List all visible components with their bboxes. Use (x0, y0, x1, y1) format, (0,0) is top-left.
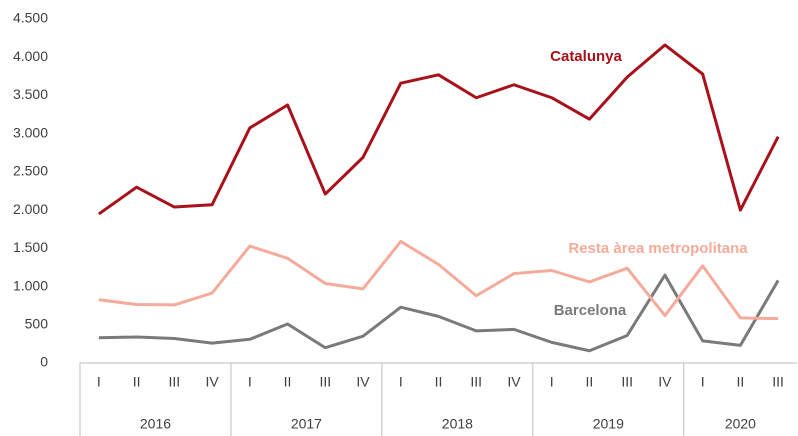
y-tick-label: 0 (40, 354, 48, 370)
series-line (98, 239, 779, 321)
x-group-label: 2020 (725, 416, 756, 432)
series-label: Catalunya (550, 48, 622, 65)
x-tick-label: II (133, 374, 141, 390)
series-label: Barcelona (554, 302, 627, 319)
y-tick-label: 2.500 (13, 163, 48, 179)
x-group-label: 2019 (593, 416, 624, 432)
y-tick-label: 1.000 (13, 277, 48, 293)
y-tick-label: 3.500 (13, 86, 48, 102)
x-tick-label: I (701, 374, 705, 390)
series-line (98, 273, 780, 353)
x-tick-label: IV (507, 374, 521, 390)
y-tick-label: 4.000 (13, 48, 48, 64)
x-tick-label: III (772, 374, 784, 390)
x-tick-label: I (248, 374, 252, 390)
series-label: Resta àrea metropolitana (568, 240, 748, 257)
y-tick-label: 4.500 (13, 10, 48, 26)
y-tick-label: 2.000 (13, 201, 48, 217)
x-group-label: 2018 (442, 416, 473, 432)
x-group-label: 2016 (140, 416, 171, 432)
x-tick-label: I (97, 374, 101, 390)
x-tick-label: II (435, 374, 443, 390)
x-tick-label: II (737, 374, 745, 390)
x-tick-label: I (550, 374, 554, 390)
x-group-label: 2017 (291, 416, 322, 432)
x-tick-label: I (399, 374, 403, 390)
y-tick-label: 3.000 (13, 124, 48, 140)
x-tick-label: III (470, 374, 482, 390)
x-tick-label: III (169, 374, 181, 390)
y-tick-label: 1.500 (13, 239, 48, 255)
y-tick-label: 500 (25, 315, 49, 331)
x-tick-label: IV (356, 374, 370, 390)
x-tick-label: II (586, 374, 594, 390)
x-tick-label: IV (658, 374, 672, 390)
x-tick-label: III (319, 374, 331, 390)
x-tick-label: II (284, 374, 292, 390)
series-line (98, 43, 780, 216)
x-tick-label: IV (205, 374, 219, 390)
x-tick-label: III (621, 374, 633, 390)
